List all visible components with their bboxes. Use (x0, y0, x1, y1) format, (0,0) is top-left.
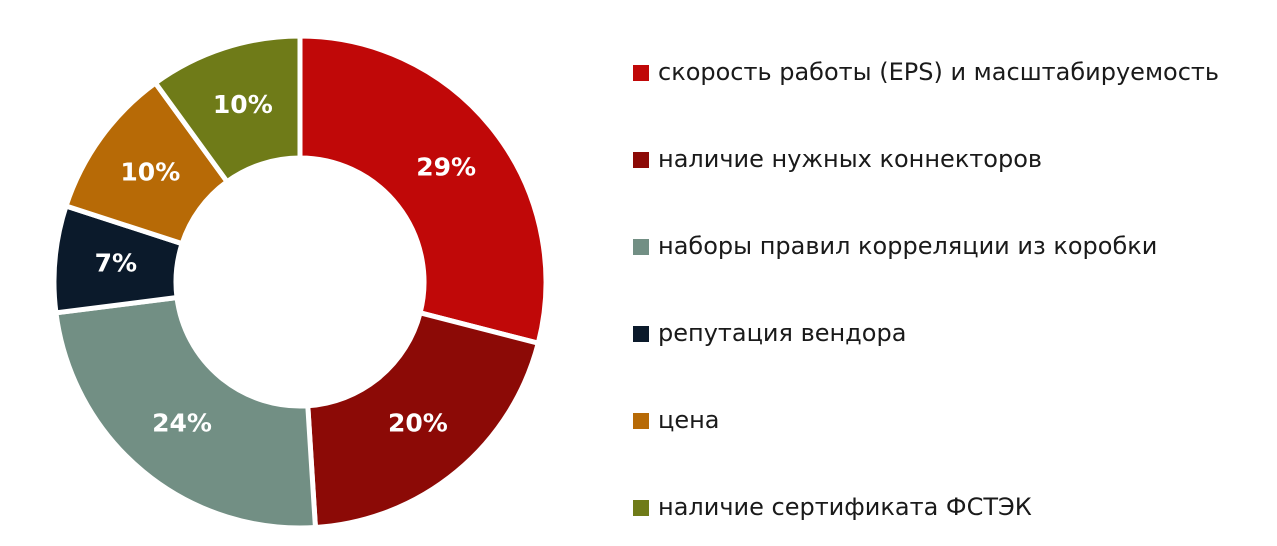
data-label: 10% (120, 157, 180, 186)
donut-slice (151, 33, 303, 186)
legend-swatch (633, 239, 649, 255)
data-label: 24% (152, 409, 212, 438)
donut-slice (297, 33, 549, 347)
legend-swatch (633, 500, 649, 516)
legend-swatch (633, 413, 649, 429)
legend-swatch (633, 65, 649, 81)
legend-label: наличие сертификата ФСТЭК (658, 493, 1032, 521)
legend-label: наличие нужных коннекторов (658, 145, 1042, 173)
legend-swatch (633, 152, 649, 168)
legend-label: репутация вендора (658, 319, 906, 347)
donut-slice (305, 309, 542, 531)
data-label: 20% (388, 409, 448, 438)
donut-slice (53, 294, 319, 531)
legend-label: цена (658, 406, 720, 434)
legend-label: скорость работы (EPS) и масштабируемость (658, 58, 1219, 86)
data-label: 7% (95, 249, 137, 278)
data-label: 29% (416, 153, 476, 182)
data-label: 10% (213, 90, 273, 119)
legend-swatch (633, 326, 649, 342)
legend-label: наборы правил корреляции из коробки (658, 232, 1157, 260)
